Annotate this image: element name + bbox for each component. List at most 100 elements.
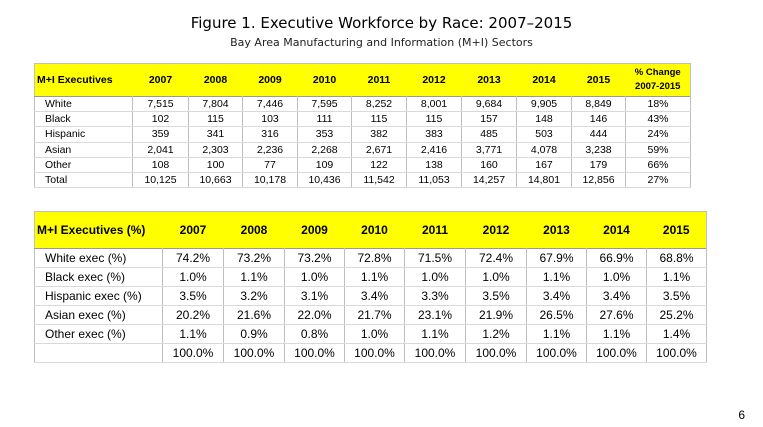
row-label: Total <box>34 172 133 189</box>
table1-header-row: M+I Executives 2007 2008 2009 2010 2011 … <box>34 63 691 97</box>
value-cell: 485 <box>461 126 517 143</box>
table-row: Other 108 100 77 109 122 138 160 167 179 66% <box>34 157 691 173</box>
table-row: Hispanic exec (%) 3.5% 3.2% 3.1% 3.4% 3.3% 3.5… <box>34 286 707 306</box>
value-cell: 11,053 <box>406 172 462 189</box>
table2-year-header: 2008 <box>240 223 268 237</box>
value-cell: 503 <box>516 126 572 143</box>
value-cell: 68.8% <box>646 248 707 268</box>
value-cell: 12,856 <box>571 172 626 189</box>
value-cell: 2,236 <box>242 142 298 158</box>
value-cell: 2,268 <box>297 142 352 158</box>
table1-year-header: 2011 <box>367 74 391 86</box>
value-cell: 21.9% <box>465 305 527 325</box>
value-cell: 3,771 <box>461 142 517 158</box>
value-cell: 73.2% <box>223 248 285 268</box>
table2-header-row: M+I Executives (%) 2007 2008 2009 2010 2… <box>34 211 707 249</box>
value-cell: 72.8% <box>344 248 405 268</box>
pct-header-line1: % Change <box>634 67 681 78</box>
value-cell: 1.1% <box>223 267 285 287</box>
value-cell: 102 <box>132 111 189 128</box>
table-row: Asian 2,041 2,303 2,236 2,268 2,671 2,416 3,771… <box>34 142 691 158</box>
pct-change-cell: 59% <box>625 142 691 158</box>
value-cell: 1.1% <box>162 324 224 344</box>
value-cell: 1.0% <box>344 324 405 344</box>
value-cell: 1.2% <box>465 324 527 344</box>
table1-year-header: 2008 <box>203 74 228 86</box>
table2-year-header: 2014 <box>603 223 630 237</box>
value-cell: 316 <box>242 126 298 143</box>
value-cell: 14,257 <box>461 172 517 189</box>
value-cell: 100.0% <box>404 343 466 363</box>
value-cell: 138 <box>406 157 462 173</box>
value-cell: 8,252 <box>351 95 407 113</box>
value-cell: 2,041 <box>132 142 189 158</box>
value-cell: 3.1% <box>284 286 345 306</box>
value-cell: 21.6% <box>223 305 285 325</box>
value-cell: 1.0% <box>284 267 345 287</box>
value-cell: 100 <box>188 157 243 173</box>
value-cell: 9,905 <box>516 95 572 113</box>
table2-year-header: 2011 <box>421 223 449 237</box>
value-cell: 1.1% <box>586 324 647 344</box>
table1-year-header: 2010 <box>312 74 337 86</box>
value-cell: 10,436 <box>297 172 352 189</box>
value-cell: 353 <box>297 126 352 143</box>
value-cell: 1.1% <box>344 267 405 287</box>
value-cell: 14,801 <box>516 172 572 189</box>
value-cell: 382 <box>351 126 407 143</box>
value-cell: 67.9% <box>526 248 587 268</box>
row-label: White <box>34 95 133 113</box>
value-cell: 146 <box>571 111 626 128</box>
pct-change-cell: 18% <box>625 95 691 113</box>
table-row: Black exec (%) 1.0% 1.1% 1.0% 1.1% 1.0% 1.0% 1.… <box>34 267 707 287</box>
value-cell: 73.2% <box>284 248 345 268</box>
row-label: Hispanic exec (%) <box>34 286 163 306</box>
pct-change-cell: 66% <box>625 157 691 173</box>
pct-change-cell: 24% <box>625 126 691 143</box>
value-cell: 7,804 <box>188 95 243 113</box>
value-cell: 66.9% <box>586 248 647 268</box>
value-cell: 2,671 <box>351 142 407 158</box>
table-row: Hispanic 359 341 316 353 382 383 485 503 444 24% <box>34 126 691 143</box>
table1-year-header: 2015 <box>586 74 611 86</box>
value-cell: 23.1% <box>404 305 466 325</box>
row-label: Other exec (%) <box>34 324 163 344</box>
value-cell: 27.6% <box>586 305 647 325</box>
figure-subtitle: Bay Area Manufacturing and Information (… <box>230 36 533 49</box>
table-row: Black 102 115 103 111 115 115 157 148 146 43% <box>34 111 691 128</box>
value-cell: 1.0% <box>404 267 466 287</box>
table-row: White 7,515 7,804 7,446 7,595 8,252 8,001 9,684… <box>34 95 691 113</box>
value-cell: 103 <box>242 111 298 128</box>
value-cell: 74.2% <box>162 248 224 268</box>
row-label: Other <box>34 157 133 173</box>
value-cell: 100.0% <box>465 343 527 363</box>
value-cell: 4,078 <box>516 142 572 158</box>
row-label: Black exec (%) <box>34 267 163 287</box>
value-cell: 7,595 <box>297 95 352 113</box>
value-cell: 100.0% <box>526 343 587 363</box>
value-cell: 100.0% <box>223 343 285 363</box>
value-cell: 0.9% <box>223 324 285 344</box>
value-cell: 100.0% <box>344 343 405 363</box>
value-cell: 21.7% <box>344 305 405 325</box>
value-cell: 3.2% <box>223 286 285 306</box>
pct-header-line2: 2007-2015 <box>635 81 681 92</box>
value-cell: 3.4% <box>344 286 405 306</box>
value-cell: 8,001 <box>406 95 462 113</box>
pct-change-cell: 27% <box>625 172 691 189</box>
value-cell: 148 <box>516 111 572 128</box>
value-cell: 11,542 <box>351 172 407 189</box>
table1-year-header: 2014 <box>532 74 556 86</box>
value-cell: 100.0% <box>646 343 707 363</box>
table-row: White exec (%) 74.2% 73.2% 73.2% 72.8% 71.5% 7… <box>34 248 707 268</box>
value-cell: 0.8% <box>284 324 345 344</box>
row-label: Asian <box>34 142 133 158</box>
table1-year-header: 2012 <box>422 74 446 86</box>
value-cell: 9,684 <box>461 95 517 113</box>
value-cell: 10,125 <box>132 172 189 189</box>
table2-year-header: 2010 <box>361 223 388 237</box>
executive-percent-table: M+I Executives (%) 2007 2008 2009 2010 2… <box>34 211 707 363</box>
pct-change-cell: 43% <box>625 111 691 128</box>
table-row: Asian exec (%) 20.2% 21.6% 22.0% 21.7% 23.1% 2… <box>34 305 707 325</box>
row-label: Black <box>34 111 133 128</box>
